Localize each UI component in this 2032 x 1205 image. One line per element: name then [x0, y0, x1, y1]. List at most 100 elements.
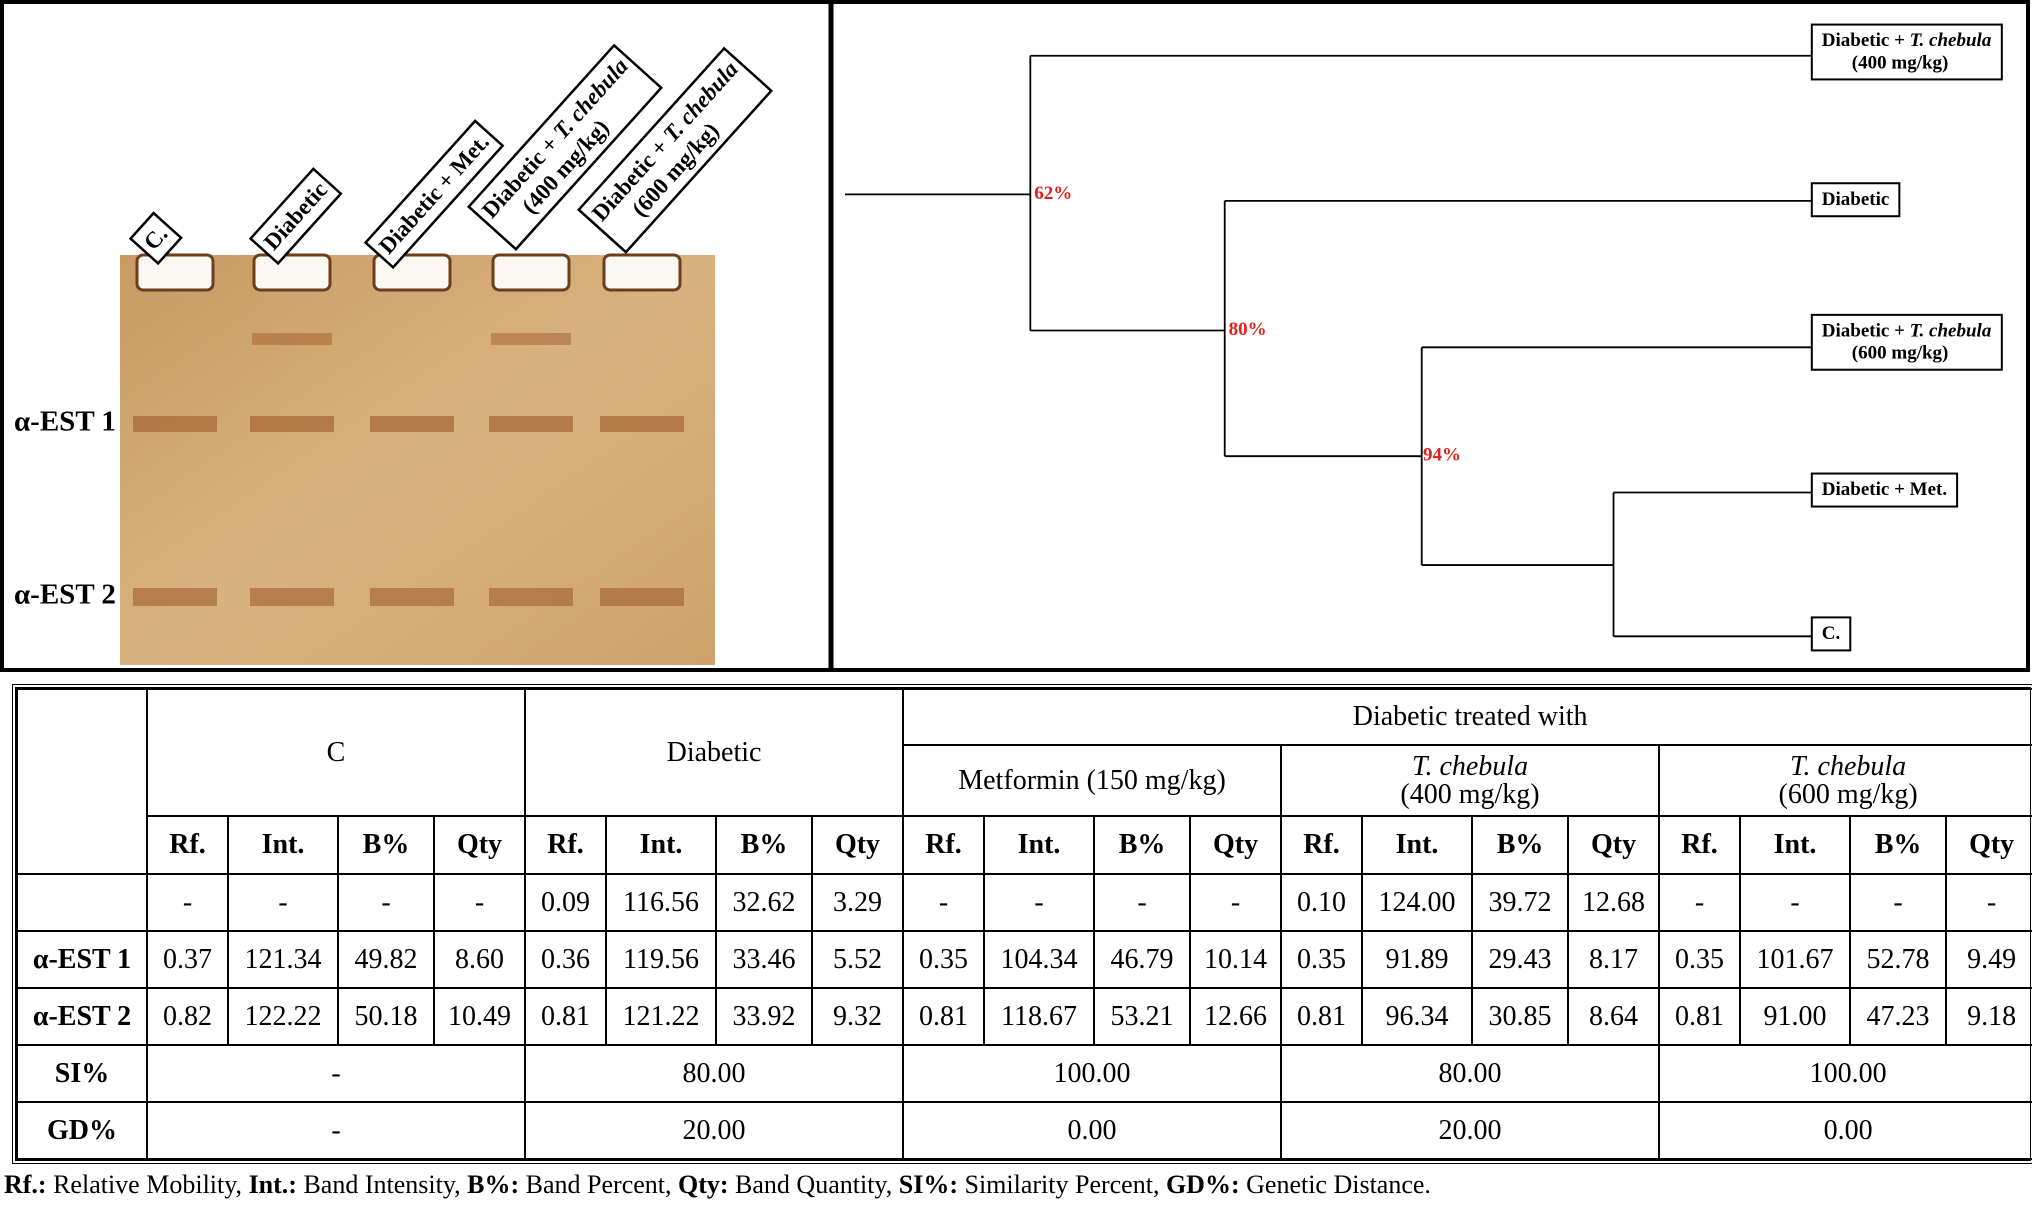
data-cell: 116.56	[605, 873, 717, 932]
header-row: Metformin (150 mg/kg) T. chebula (400 mg/k…	[17, 744, 2032, 817]
data-cell: 91.00	[1739, 987, 1852, 1046]
corner-cell	[16, 688, 148, 875]
gel-band	[250, 588, 334, 606]
data-cell: 0.81	[524, 987, 607, 1046]
data-row: α-EST 1 0.37 121.34 49.82 8.60 0.36 119.56 33.4…	[16, 930, 2032, 989]
leaf-label-line: Diabetic + Met.	[1822, 480, 1947, 501]
data-cell: 0.81	[1280, 987, 1364, 1046]
data-cell: 5.52	[810, 930, 905, 989]
data-cell: 3.29	[810, 873, 905, 932]
column-header: B%	[715, 815, 813, 875]
data-cell: 9.32	[810, 987, 905, 1046]
leaf-label: Diabetic	[1810, 182, 1901, 218]
label-box	[1810, 472, 1959, 508]
data-cell: -	[1945, 873, 2032, 932]
label-box	[576, 46, 774, 254]
data-cell: 119.56	[605, 930, 717, 989]
header-row: Rf. Int. B% Qty Rf. Int. B% Qty Rf. Int. B% Qty Rf. I…	[17, 815, 2032, 875]
summary-row: SI% -80.00 100.00 80.00 100.00	[16, 1044, 2032, 1103]
leaf-label: Diabetic + Met.	[1810, 472, 1959, 508]
summary-cell: 80.00	[523, 1044, 905, 1103]
data-cell: 91.89	[1361, 930, 1474, 989]
summary-cell: -	[146, 1044, 526, 1103]
label-box	[248, 167, 343, 266]
data-cell: 104.34	[983, 930, 1096, 989]
group-dose: (600 mg/kg)	[1778, 778, 1918, 810]
data-cell: -	[1658, 873, 1742, 932]
lane-label-line-text: Diabetic + Met.	[374, 129, 494, 258]
summary-cell: 20.00	[523, 1101, 905, 1160]
data-cell: 101.67	[1739, 930, 1852, 989]
label-box	[128, 211, 183, 266]
data-cell: 0.82	[146, 987, 229, 1046]
data-cell: 49.82	[337, 930, 435, 989]
data-cell: 12.66	[1189, 987, 1283, 1046]
leaf-label: Diabetic + T. chebula(400 mg/kg)	[1810, 23, 2003, 81]
gel-well	[252, 253, 332, 292]
data-table: C Diabetic Diabetic treated with Metformin …	[12, 684, 2032, 1164]
data-cell: 0.09	[524, 873, 607, 932]
data-cell: 96.34	[1361, 987, 1474, 1046]
column-header: Int.	[983, 815, 1096, 875]
group-header: Metformin (150 mg/kg)	[902, 744, 1283, 817]
data-cell: 0.37	[146, 930, 229, 989]
leaf-label-line: Diabetic	[1822, 189, 1890, 210]
group-dose: (400 mg/kg)	[1400, 778, 1540, 810]
gel-band	[600, 588, 684, 606]
footnote-desc: Band Percent,	[519, 1170, 678, 1199]
data-cell: -	[337, 873, 435, 932]
gel-band	[250, 416, 334, 432]
lane-label-line: Diabetic + Met.	[374, 129, 494, 258]
data-row: - - - -0.09 116.56 32.62 3.29- - - -0.10 124.00 39.…	[16, 873, 2032, 932]
group-name: C	[326, 736, 346, 768]
data-cell: 52.78	[1849, 930, 1948, 989]
data-cell: -	[1849, 873, 1948, 932]
summary-cell: 0.00	[1658, 1101, 2032, 1160]
column-header: Qty	[1567, 815, 1661, 875]
data-cell: 121.34	[227, 930, 339, 989]
data-cell: 9.49	[1945, 930, 2032, 989]
group-name: Diabetic	[666, 736, 762, 768]
data-cell: -	[983, 873, 1096, 932]
leaf-label-line-italic: T. chebula	[1910, 321, 1992, 342]
group-header: Diabetic	[523, 688, 905, 817]
figure-panels: C. Diabetic Diabetic + Met. Diabetic + T. c…	[0, 0, 2030, 672]
group-species: T. chebula	[1790, 750, 1907, 782]
data-cell: 39.72	[1471, 873, 1570, 932]
data-cell: 33.92	[715, 987, 813, 1046]
summary-row: GD% -20.00 0.00 20.00 0.00	[16, 1101, 2032, 1160]
leaf-label-line-text: Diabetic +	[1822, 31, 1910, 52]
leaf-label-line: Diabetic + T. chebula	[1822, 321, 1992, 342]
footnote-desc: Band Intensity,	[296, 1170, 468, 1199]
row-label: GD%	[16, 1101, 148, 1160]
leaf-label: Diabetic + T. chebula(600 mg/kg)	[1810, 313, 2003, 371]
data-cell: 9.18	[1945, 987, 2032, 1046]
leaf-label-line-dose: (600 mg/kg)	[1852, 343, 1949, 364]
column-header: Rf.	[524, 815, 607, 875]
panel-frame	[0, 0, 2030, 672]
row-label	[16, 873, 148, 932]
similarity-label: 80%	[1229, 319, 1267, 340]
column-header: B%	[1849, 815, 1948, 875]
data-cell: -	[146, 873, 229, 932]
column-header: Qty	[810, 815, 905, 875]
label-box	[466, 43, 664, 251]
footnote-term: SI%:	[898, 1170, 958, 1199]
footnote-desc: Band Quantity,	[728, 1170, 899, 1199]
gel-band	[252, 333, 332, 345]
label-box	[1810, 616, 1852, 652]
lane-label: C.	[128, 211, 183, 266]
label-box	[1810, 23, 2003, 81]
group-header: T. chebula (600 mg/kg)	[1658, 744, 2032, 817]
band-label: α-EST 1	[14, 406, 116, 438]
data-cell: 30.85	[1471, 987, 1570, 1046]
data-cell: 0.10	[1280, 873, 1364, 932]
group-header: C	[146, 688, 526, 817]
column-header: Int.	[227, 815, 339, 875]
data-cell: 53.21	[1093, 987, 1192, 1046]
data-cell: 8.60	[433, 930, 526, 989]
gel-band	[489, 588, 573, 606]
summary-cell: 80.00	[1280, 1044, 1661, 1103]
gel-band	[133, 588, 217, 606]
gel-band	[370, 416, 454, 432]
